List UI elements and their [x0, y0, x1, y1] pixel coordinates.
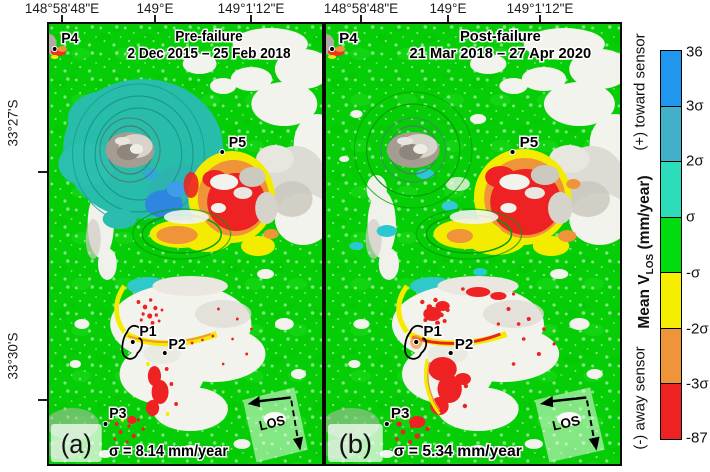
x-tickmark: [539, 15, 541, 23]
colorbar-tick: 36: [686, 43, 703, 61]
los-arrow-box: LOS: [534, 387, 605, 463]
colorbar-tick: 2σ: [686, 152, 704, 170]
panel-dates: 2 Dec 2015 – 25 Feb 2018: [127, 45, 290, 61]
colorbar-segment-steel: [661, 106, 681, 163]
point-label-p2: P2: [455, 336, 474, 353]
point-marker-p5: [509, 148, 516, 156]
colorbar-tick: -2σ: [686, 320, 709, 338]
x-tick-label: 148°58'48"E: [323, 1, 399, 16]
point-marker-p4: [328, 45, 336, 53]
colorbar-tick: -87: [686, 429, 708, 447]
mine-pit: [99, 117, 161, 183]
point-marker-p2: [447, 349, 454, 357]
x-tickmark: [447, 15, 449, 23]
x-tick-label: 149°1'12"E: [506, 1, 574, 16]
landslide-mass: [389, 276, 560, 444]
cyan-patches: [349, 169, 488, 276]
panel-title: Pre-failure: [175, 28, 243, 44]
point-label-p1: P1: [423, 323, 442, 340]
colorbar-title-prefix: Mean V: [635, 274, 653, 329]
colorbar-tick: 3σ: [686, 97, 704, 115]
map-panel-post-failure: P4 P5 P1 P2 P3 Post-failure 21 Mar 2018 …: [324, 22, 622, 466]
panel-letter-badge: (b): [328, 424, 383, 462]
pre-failure-map: P4 P5 P1 P2 P3 Pre-failure 2 Dec 2015 – …: [49, 24, 322, 464]
colorbar-segment-green: [661, 217, 681, 274]
central-blob: [132, 208, 232, 260]
point-label-p4: P4: [61, 31, 79, 47]
nodata-patches: [61, 28, 322, 458]
point-marker-p4: [51, 45, 58, 53]
point-label-p4: P4: [339, 30, 358, 47]
colorbar-title-suffix: (mm/year): [635, 175, 653, 254]
point-marker-p3: [102, 420, 109, 428]
colorbar-segment-blue: [661, 51, 681, 107]
x-tickmark: [61, 15, 63, 23]
point-label-p5: P5: [229, 135, 246, 151]
point-label-p3: P3: [391, 405, 410, 422]
y-tick-label: 33°27'S: [5, 99, 21, 147]
map-panel-pre-failure: P4 P5 P1 P2 P3 Pre-failure 2 Dec 2015 – …: [47, 22, 324, 466]
colorbar-segment-orange: [661, 328, 681, 385]
x-tickmark: [250, 15, 252, 23]
sigma-value: σ = 8.14 mm/year: [109, 443, 228, 461]
point-label-p5: P5: [520, 134, 539, 151]
colorbar-segment-turquoise: [661, 162, 681, 218]
landslide-mass: [108, 276, 266, 444]
landslide-outline: [121, 324, 143, 360]
los-label: LOS: [551, 413, 582, 434]
point-label-p2: P2: [169, 337, 186, 353]
x-tick-label: 148°58'48"E: [24, 1, 100, 16]
point-marker-p5: [219, 148, 226, 156]
colorbar-title-sub: LOS: [645, 253, 657, 275]
x-tick-label: 149°1'12"E: [217, 1, 285, 16]
point-label-p1: P1: [139, 324, 156, 340]
mine-pit: [353, 91, 473, 209]
colorbar-tick: -3σ: [686, 375, 709, 393]
colorbar-title: Mean VLOS (mm/year): [636, 175, 656, 328]
x-tickmark: [154, 15, 156, 23]
colorbar-segment-yellow: [661, 273, 681, 329]
colorbar-tick: -σ: [686, 264, 701, 282]
x-tickmark: [360, 15, 362, 23]
los-arrow-box: LOS: [242, 387, 308, 463]
colorbar-tick: σ: [686, 208, 696, 226]
los-label: LOS: [258, 412, 287, 433]
point-marker-p2: [161, 349, 168, 357]
colorbar-away-label: (-) away sensor: [631, 346, 649, 450]
point-label-p3: P3: [109, 406, 126, 422]
landslide-outline: [404, 324, 428, 360]
point-marker-p1: [129, 338, 136, 346]
post-failure-map: P4 P5 P1 P2 P3 Post-failure 21 Mar 2018 …: [326, 24, 620, 464]
panel-letter: (b): [339, 428, 372, 459]
central-blob: [415, 208, 523, 260]
panel-dates: 21 Mar 2018 – 27 Apr 2020: [410, 46, 592, 62]
sigma-value: σ = 5.34 mm/year: [394, 443, 522, 460]
y-tick-label: 33°30'S: [5, 332, 21, 380]
colorbar-segment-red: [661, 384, 681, 440]
colorbar: [660, 50, 682, 440]
x-tick-label: 149°E: [429, 1, 467, 16]
panel-letter-badge: (a): [50, 424, 102, 462]
colorbar-toward-label: (+) toward sensor: [631, 33, 649, 151]
uplift-blob-p5: [465, 149, 581, 256]
panel-title: Post-failure: [460, 29, 541, 45]
nodata-patches: [339, 28, 620, 458]
y-tickmark: [38, 171, 47, 173]
panel-letter: (a): [61, 428, 92, 459]
point-marker-p3: [383, 420, 390, 428]
x-tick-label: 149°E: [136, 1, 174, 16]
point-marker-p1: [413, 338, 420, 346]
y-tickmark: [38, 399, 47, 401]
